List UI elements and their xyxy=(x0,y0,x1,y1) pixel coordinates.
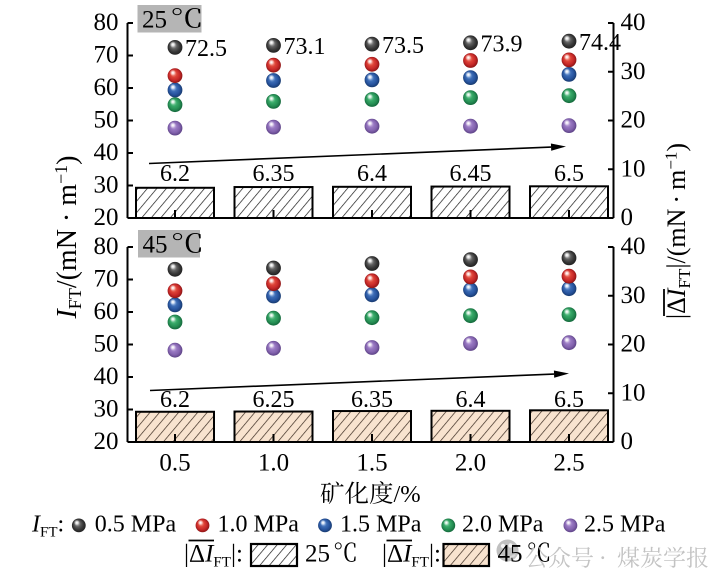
svg-text:70: 70 xyxy=(94,266,119,293)
svg-text:1.0: 1.0 xyxy=(258,450,289,477)
svg-text:0: 0 xyxy=(621,428,634,455)
svg-text:1.0 MPa: 1.0 MPa xyxy=(218,512,300,538)
svg-text:20: 20 xyxy=(94,204,119,231)
svg-text:6.2: 6.2 xyxy=(160,161,190,187)
svg-text:1.5 MPa: 1.5 MPa xyxy=(340,512,422,538)
svg-text:30: 30 xyxy=(94,396,119,423)
svg-text:0.5: 0.5 xyxy=(159,450,190,477)
svg-text:25: 25 xyxy=(142,7,167,34)
svg-text:30: 30 xyxy=(94,172,119,199)
svg-text:20: 20 xyxy=(621,331,646,358)
svg-text:73.1: 73.1 xyxy=(284,34,326,60)
svg-text:74.4: 74.4 xyxy=(579,30,621,56)
svg-text:45: 45 xyxy=(143,232,168,259)
svg-text:10: 10 xyxy=(621,379,646,406)
svg-text:80: 80 xyxy=(94,233,119,260)
svg-text:80: 80 xyxy=(94,9,119,36)
svg-text:72.5: 72.5 xyxy=(185,36,227,62)
svg-text:IFT/(mN·m−1): IFT/(mN·m−1) xyxy=(51,155,85,319)
svg-text:2.0 MPa: 2.0 MPa xyxy=(462,512,544,538)
svg-text:2.0: 2.0 xyxy=(455,450,486,477)
svg-text:6.45: 6.45 xyxy=(450,161,492,187)
svg-text:6.5: 6.5 xyxy=(554,387,584,413)
svg-text:73.9: 73.9 xyxy=(481,32,523,58)
svg-text:|ΔIFT|/(mN·m−1): |ΔIFT|/(mN·m−1) xyxy=(662,143,695,319)
svg-text:40: 40 xyxy=(94,139,119,166)
svg-text:40: 40 xyxy=(621,233,646,260)
svg-text:30: 30 xyxy=(621,282,646,309)
svg-text:60: 60 xyxy=(94,74,119,101)
svg-text:6.25: 6.25 xyxy=(253,387,295,413)
svg-text:40: 40 xyxy=(94,363,119,390)
svg-text:6.4: 6.4 xyxy=(456,387,486,413)
svg-text:20: 20 xyxy=(621,107,646,134)
svg-text:0: 0 xyxy=(621,204,634,231)
svg-text:60: 60 xyxy=(94,298,119,325)
svg-text:45: 45 xyxy=(498,541,523,568)
svg-text:2.5: 2.5 xyxy=(553,450,584,477)
svg-text:10: 10 xyxy=(621,155,646,182)
svg-text:/%: /% xyxy=(394,481,421,508)
svg-text:0.5 MPa: 0.5 MPa xyxy=(95,512,177,538)
svg-text:50: 50 xyxy=(94,331,119,358)
svg-text:70: 70 xyxy=(94,42,119,69)
svg-text:2.5 MPa: 2.5 MPa xyxy=(584,512,666,538)
svg-text:6.4: 6.4 xyxy=(357,161,387,187)
svg-text:30: 30 xyxy=(621,58,646,85)
svg-text:20: 20 xyxy=(94,428,119,455)
svg-text:1.5: 1.5 xyxy=(356,450,387,477)
svg-text:6.35: 6.35 xyxy=(253,161,295,187)
svg-text:6.2: 6.2 xyxy=(160,387,190,413)
svg-text:25: 25 xyxy=(305,541,330,568)
svg-text:50: 50 xyxy=(94,107,119,134)
svg-text:6.5: 6.5 xyxy=(554,161,584,187)
svg-text:40: 40 xyxy=(621,9,646,36)
svg-text:|ΔIFT|:: |ΔIFT|: xyxy=(184,541,243,571)
svg-text:73.5: 73.5 xyxy=(382,33,424,59)
svg-text:6.35: 6.35 xyxy=(351,387,393,413)
svg-text:IFT:: IFT: xyxy=(31,512,64,541)
